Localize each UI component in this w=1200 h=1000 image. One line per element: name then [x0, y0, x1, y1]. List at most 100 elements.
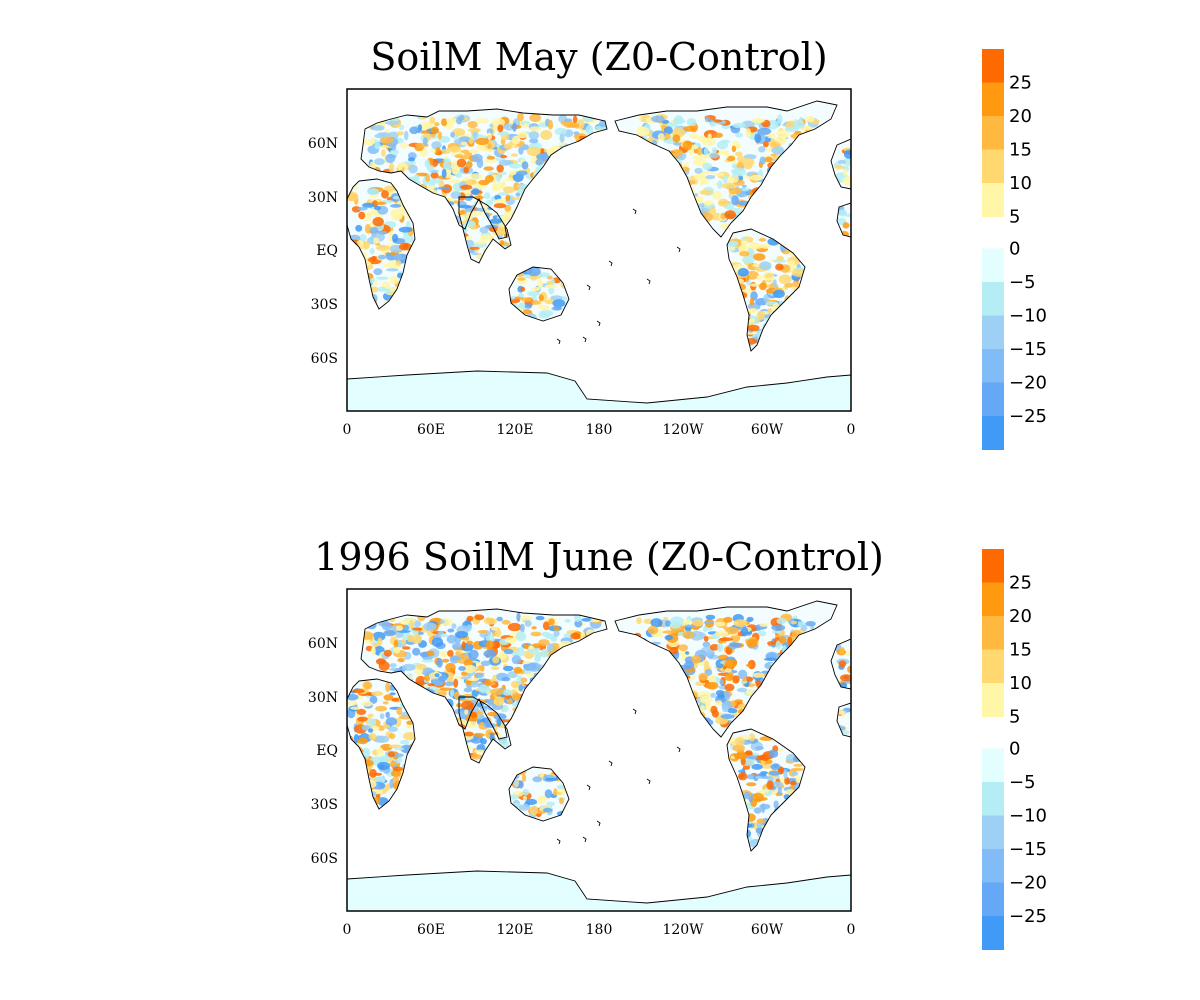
- colorbar-label: 15: [1009, 140, 1032, 161]
- lon-label: 120E: [497, 922, 534, 938]
- map-frame: [346, 588, 852, 912]
- colorbar-swatch-negative: [982, 248, 1004, 283]
- lat-label: 30S: [311, 297, 338, 313]
- colorbar-swatch-negative: [982, 815, 1004, 850]
- colorbar-swatch-negative: [982, 382, 1004, 417]
- map-frame: [346, 88, 852, 412]
- colorbar-label: 5: [1009, 207, 1020, 228]
- colorbar-swatch-positive: [982, 116, 1004, 150]
- coastline: [458, 696, 512, 764]
- colorbar-swatch-positive: [982, 582, 1004, 617]
- colorbar-label: −5: [1009, 772, 1036, 793]
- lon-label: 120W: [662, 422, 704, 438]
- colorbar-label: 5: [1009, 707, 1020, 728]
- lon-label: 60W: [751, 422, 784, 438]
- latitude-axis: 60N 30N EQ 30S 60S: [308, 636, 338, 867]
- island: [556, 338, 561, 345]
- island: [632, 708, 637, 715]
- lat-label: 60N: [308, 636, 338, 652]
- landmass-antarctica: [347, 371, 851, 411]
- island: [646, 778, 651, 785]
- lat-label: EQ: [316, 743, 338, 759]
- lon-label: 180: [586, 422, 613, 438]
- colorbar-label: −25: [1009, 406, 1047, 427]
- coastline: [726, 728, 806, 852]
- coastline: [830, 638, 851, 690]
- colorbar-swatch-positive: [982, 649, 1004, 684]
- lon-label: 0: [343, 422, 352, 438]
- panel-june: 1996 SoilM June (Z0-Control) 60N 30N EQ …: [308, 535, 1047, 950]
- world-map: [347, 100, 851, 411]
- panel-title: 1996 SoilM June (Z0-Control): [314, 535, 884, 579]
- colorbar-swatch-negative: [982, 315, 1004, 350]
- island: [608, 760, 613, 767]
- lat-label: 30N: [308, 690, 338, 706]
- colorbar-label: 15: [1009, 640, 1032, 661]
- colorbar-label: −25: [1009, 906, 1047, 927]
- colorbar-label: 10: [1009, 673, 1032, 694]
- lon-label: 60W: [751, 922, 784, 938]
- coastline: [360, 608, 608, 740]
- island: [676, 246, 681, 253]
- lon-label: 0: [847, 422, 856, 438]
- longitude-axis: 0 60E 120E 180 120W 60W 0: [343, 922, 856, 938]
- colorbar-label: 25: [1009, 573, 1032, 594]
- island: [608, 260, 613, 267]
- map-border: [346, 588, 852, 912]
- colorbar-label: 0: [1009, 739, 1020, 760]
- coastline: [830, 138, 851, 190]
- island: [586, 784, 591, 791]
- colorbar-label: 0: [1009, 239, 1020, 260]
- colorbar: 25 20 15 10 5 0 −5 −10 −15 −20 −25: [982, 49, 1047, 450]
- colorbar-label: 10: [1009, 173, 1032, 194]
- panel-title: SoilM May (Z0-Control): [370, 35, 827, 79]
- colorbar-label: −10: [1009, 806, 1047, 827]
- lon-label: 180: [586, 922, 613, 938]
- coastline: [458, 196, 512, 264]
- colorbar-swatch-positive: [982, 549, 1004, 583]
- island: [596, 820, 601, 827]
- colorbar-swatch-negative: [982, 882, 1004, 917]
- lat-label: 60S: [311, 351, 338, 367]
- lon-label: 120W: [662, 922, 704, 938]
- lat-label: 30N: [308, 190, 338, 206]
- lon-label: 0: [343, 922, 352, 938]
- colorbar-label: −5: [1009, 272, 1036, 293]
- landmass-antarctica: [347, 871, 851, 911]
- colorbar-label: −15: [1009, 339, 1047, 360]
- colorbar-swatch-positive: [982, 82, 1004, 117]
- colorbar-label: −20: [1009, 873, 1047, 894]
- island: [582, 836, 587, 843]
- island: [596, 320, 601, 327]
- coastline: [508, 266, 570, 322]
- colorbar-label: 20: [1009, 606, 1032, 627]
- colorbar-swatch-negative: [982, 349, 1004, 383]
- coastline: [726, 228, 806, 352]
- colorbar-swatch-negative: [982, 782, 1004, 816]
- colorbar-swatch-positive: [982, 183, 1004, 217]
- island: [586, 284, 591, 291]
- coastline: [347, 678, 416, 810]
- colorbar-swatch-positive: [982, 616, 1004, 650]
- coastline: [836, 702, 851, 738]
- coastline: [347, 178, 416, 310]
- colorbar-label: 20: [1009, 106, 1032, 127]
- panel-may: SoilM May (Z0-Control) 60N 30N EQ 30S 60…: [308, 35, 1047, 450]
- lon-label: 60E: [417, 922, 445, 938]
- island: [676, 746, 681, 753]
- colorbar-label: 25: [1009, 73, 1032, 94]
- coastline: [508, 766, 570, 822]
- coastline: [347, 370, 851, 411]
- colorbar-swatch-positive: [982, 683, 1004, 717]
- lat-label: 30S: [311, 797, 338, 813]
- lon-label: 60E: [417, 422, 445, 438]
- lon-label: 0: [847, 922, 856, 938]
- coastline: [347, 870, 851, 911]
- latitude-axis: 60N 30N EQ 30S 60S: [308, 136, 338, 367]
- lat-label: 60S: [311, 851, 338, 867]
- colorbar-label: −20: [1009, 373, 1047, 394]
- lat-label: EQ: [316, 243, 338, 259]
- longitude-axis: 0 60E 120E 180 120W 60W 0: [343, 422, 856, 438]
- colorbar-swatch-negative: [982, 282, 1004, 316]
